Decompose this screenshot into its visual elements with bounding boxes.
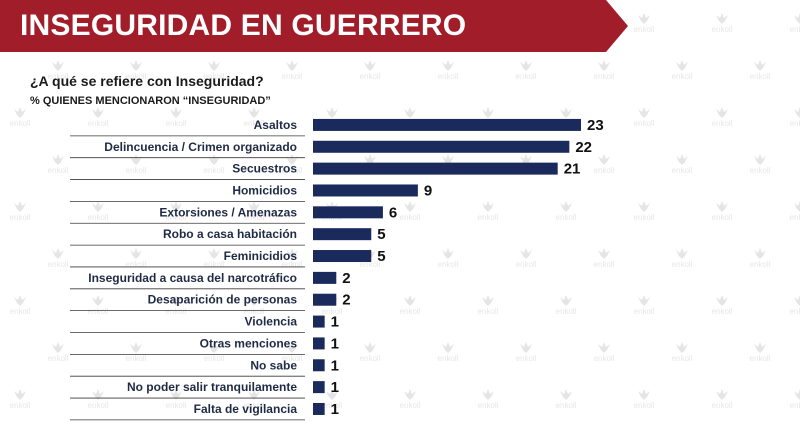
bar-value-label: 1 bbox=[331, 379, 339, 396]
bar bbox=[313, 184, 418, 197]
bar-value-label: 5 bbox=[377, 248, 385, 265]
category-label: No poder salir tranquilamente bbox=[127, 380, 297, 394]
bar-value-label: 1 bbox=[331, 357, 339, 374]
bar-value-label: 22 bbox=[575, 139, 592, 156]
bar bbox=[313, 315, 325, 328]
category-label: Delincuencia / Crimen organizado bbox=[104, 140, 297, 154]
category-label: Violencia bbox=[245, 315, 298, 329]
bar bbox=[313, 337, 325, 350]
bar-value-label: 21 bbox=[564, 161, 581, 178]
bar-value-label: 9 bbox=[424, 182, 432, 199]
bar bbox=[313, 293, 337, 306]
category-label: Desaparición de personas bbox=[148, 293, 298, 307]
bar-value-label: 2 bbox=[342, 270, 350, 287]
banner-shape bbox=[0, 0, 628, 52]
bar bbox=[313, 206, 383, 219]
bar bbox=[313, 359, 325, 372]
bar bbox=[313, 140, 570, 153]
bar-value-label: 2 bbox=[342, 292, 350, 309]
bar bbox=[313, 402, 325, 415]
bar bbox=[313, 228, 372, 241]
chart-subheading: % QUIENES MENCIONARON “INSEGURIDAD” bbox=[30, 95, 271, 107]
bar bbox=[313, 271, 337, 284]
bar-value-label: 6 bbox=[389, 204, 397, 221]
category-label: Robo a casa habitación bbox=[163, 227, 297, 241]
bar-value-label: 1 bbox=[331, 314, 339, 331]
category-label: Homicidios bbox=[232, 183, 297, 197]
category-label: No sabe bbox=[250, 358, 297, 372]
bar bbox=[313, 118, 581, 131]
category-label: Falta de vigilancia bbox=[194, 402, 298, 416]
category-label: Extorsiones / Amenazas bbox=[159, 205, 297, 219]
category-label: Secuestros bbox=[232, 162, 297, 176]
page-title: INSEGURIDAD EN GUERRERO bbox=[20, 9, 467, 42]
bar-value-label: 1 bbox=[331, 335, 339, 352]
bar-value-label: 5 bbox=[377, 226, 385, 243]
bar bbox=[313, 381, 325, 394]
category-label: Asaltos bbox=[254, 118, 298, 132]
title-banner: INSEGURIDAD EN GUERRERO bbox=[0, 0, 628, 52]
category-label: Otras menciones bbox=[200, 336, 298, 350]
category-label: Feminicidios bbox=[224, 249, 298, 263]
bar bbox=[313, 162, 558, 175]
bar-value-label: 1 bbox=[331, 401, 339, 418]
category-label: Inseguridad a causa del narcotráfico bbox=[88, 271, 297, 285]
chart-question: ¿A qué se refiere con Inseguridad? bbox=[30, 73, 264, 89]
bar bbox=[313, 250, 372, 263]
bar-value-label: 23 bbox=[587, 117, 604, 134]
